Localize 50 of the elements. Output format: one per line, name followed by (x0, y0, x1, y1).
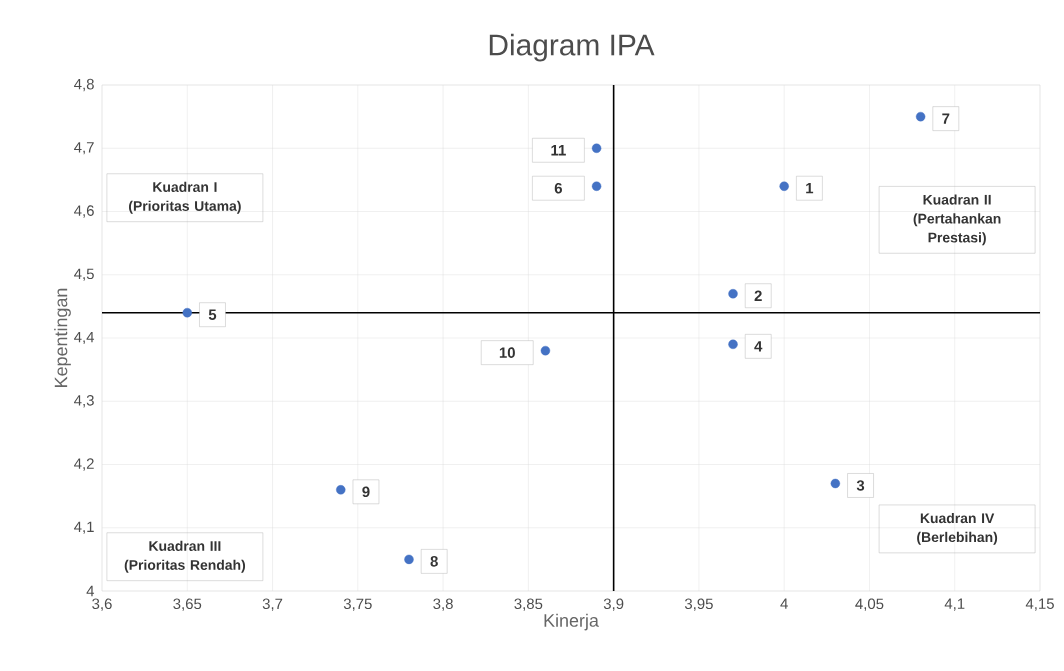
point (182, 308, 192, 318)
x-tick-label: 4,05 (855, 598, 884, 611)
y-axis-title: Kepentingan (54, 288, 71, 387)
annotation: Kuadran IV (Berlebihan) (917, 512, 998, 545)
y-tick-label: 4,6 (74, 205, 94, 218)
y-tick-label: 4,8 (74, 78, 94, 92)
annotation: 7 (942, 113, 950, 124)
x-tick-label: 3,6 (92, 598, 112, 611)
y-tick-label: 4,1 (74, 521, 94, 534)
annotation: 3 (856, 480, 865, 491)
point (830, 478, 841, 489)
x-tick-label: 3,7 (262, 598, 283, 611)
point (591, 143, 602, 153)
point (728, 289, 738, 299)
y-tick-label: 4 (86, 585, 95, 597)
annotation: 9 (362, 486, 370, 498)
annotation: 2 (754, 290, 762, 301)
point (540, 345, 551, 356)
y-tick-label: 4,2 (74, 458, 94, 471)
x-tick-label: 4 (780, 598, 788, 609)
chart-title: Diagram IPA (489, 33, 655, 62)
annotation: 10 (499, 347, 515, 358)
point (591, 181, 602, 191)
point (728, 339, 738, 350)
x-tick-label: 3,8 (433, 598, 453, 611)
y-tick-label: 4,3 (74, 395, 94, 408)
point (404, 554, 414, 565)
point (336, 485, 346, 495)
annotation: 1 (806, 183, 814, 194)
y-tick-label: 4,7 (74, 142, 94, 155)
x-tick-label: 3,9 (603, 598, 624, 611)
annotation: 4 (754, 341, 763, 352)
annotation: Kuadran II (Pertahankan Prestasi) (913, 194, 1001, 246)
x-tick-label: 3,85 (514, 598, 543, 611)
y-tick-label: 4,4 (74, 331, 95, 345)
point (915, 111, 926, 122)
annotation: Kuadran III (Prioritas Rendah) (124, 540, 246, 573)
point (779, 181, 789, 191)
annotation: 5 (208, 309, 217, 320)
annotation: 6 (554, 182, 562, 194)
x-tick-label: 4,15 (1025, 598, 1054, 611)
x-tick-label: 3,75 (343, 598, 372, 611)
annotation: 8 (430, 556, 438, 567)
x-tick-label: 3,95 (684, 598, 713, 611)
annotation: 11 (551, 145, 566, 156)
x-tick-label: 3,65 (173, 598, 202, 611)
y-tick-label: 4,5 (74, 268, 94, 281)
annotation: Kuadran I (Prioritas Utama) (129, 181, 241, 214)
x-axis-title: Kinerja (544, 613, 599, 631)
x-tick-label: 4,1 (944, 598, 965, 611)
